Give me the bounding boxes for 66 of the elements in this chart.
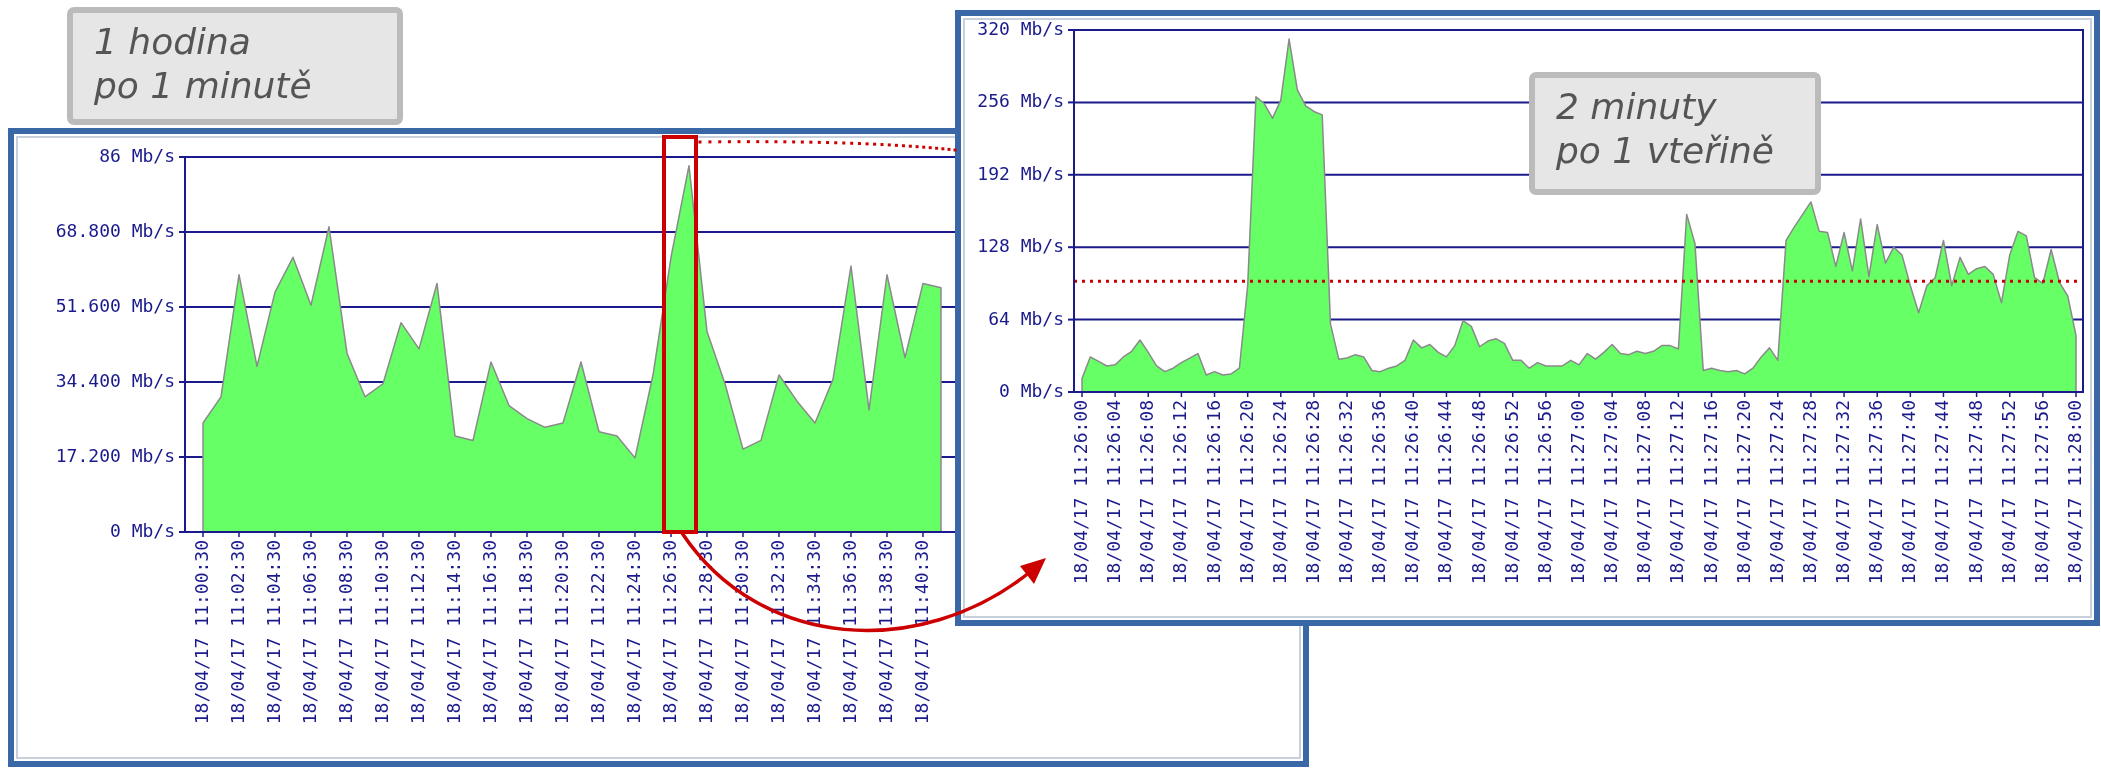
y-tick-label: 192 Mb/s <box>977 162 1064 184</box>
y-tick-label: 0 Mb/s <box>109 520 175 541</box>
x-tick-label: 18/04/17 11:18:30 <box>515 540 536 725</box>
x-tick-label: 18/04/17 11:26:04 <box>1103 400 1125 585</box>
x-tick-label: 18/04/17 11:34:30 <box>803 540 824 725</box>
x-tick-label: 18/04/17 11:02:30 <box>227 540 248 725</box>
annotation: 2 minuty po 1 vteřině <box>1555 86 1775 171</box>
x-tick-label: 18/04/17 11:38:30 <box>875 540 896 725</box>
x-tick-label: 18/04/17 11:16:30 <box>479 540 500 725</box>
x-tick-label: 18/04/17 11:26:52 <box>1500 400 1522 585</box>
y-tick-label: 64 Mb/s <box>988 307 1064 329</box>
x-tick-label: 18/04/17 11:27:16 <box>1699 400 1721 585</box>
x-tick-label: 18/04/17 11:27:28 <box>1798 400 1820 585</box>
x-tick-label: 18/04/17 11:26:48 <box>1467 400 1489 585</box>
x-tick-label: 18/04/17 11:27:36 <box>1865 400 1887 585</box>
x-tick-label: 18/04/17 11:26:36 <box>1368 400 1390 585</box>
y-tick-label: 256 Mb/s <box>977 90 1064 112</box>
x-tick-label: 18/04/17 11:20:30 <box>551 540 572 725</box>
x-tick-label: 18/04/17 11:26:40 <box>1401 400 1423 585</box>
x-tick-label: 18/04/17 11:26:00 <box>1070 400 1091 585</box>
x-tick-label: 18/04/17 11:26:24 <box>1268 400 1290 585</box>
x-tick-label: 18/04/17 11:28:30 <box>695 540 716 725</box>
x-tick-label: 18/04/17 11:30:30 <box>731 540 752 725</box>
x-tick-label: 18/04/17 11:26:16 <box>1202 400 1224 585</box>
x-tick-label: 18/04/17 11:06:30 <box>299 540 320 725</box>
x-tick-label: 18/04/17 11:27:24 <box>1765 400 1787 585</box>
x-tick-label: 18/04/17 11:22:30 <box>587 540 608 725</box>
x-tick-label: 18/04/17 11:27:00 <box>1567 400 1588 585</box>
y-tick-label: 17.200 Mb/s <box>55 445 175 466</box>
x-tick-label: 18/04/17 11:12:30 <box>407 540 428 725</box>
x-tick-label: 18/04/17 11:26:56 <box>1533 400 1555 585</box>
y-tick-label: 86 Mb/s <box>99 145 175 166</box>
x-tick-label: 18/04/17 11:27:40 <box>1898 400 1920 585</box>
x-tick-label: 18/04/17 11:27:12 <box>1666 400 1688 585</box>
x-tick-label: 18/04/17 11:27:52 <box>1997 400 2019 585</box>
y-tick-label: 0 Mb/s <box>998 380 1064 401</box>
x-tick-label: 18/04/17 11:27:44 <box>1931 400 1953 585</box>
y-tick-label: 128 Mb/s <box>977 235 1064 257</box>
x-tick-label: 18/04/17 11:28:00 <box>2064 400 2085 585</box>
x-tick-label: 18/04/17 11:14:30 <box>443 540 464 725</box>
x-tick-label: 18/04/17 11:26:32 <box>1335 400 1357 585</box>
x-tick-label: 18/04/17 11:27:08 <box>1633 400 1655 585</box>
x-tick-label: 18/04/17 11:27:04 <box>1600 400 1622 585</box>
y-tick-label: 68.800 Mb/s <box>55 220 175 241</box>
x-tick-label: 18/04/17 11:26:44 <box>1434 400 1456 585</box>
x-tick-label: 18/04/17 11:26:12 <box>1169 400 1191 585</box>
x-tick-label: 18/04/17 11:26:28 <box>1301 400 1323 585</box>
x-tick-label: 18/04/17 11:26:20 <box>1235 400 1257 585</box>
x-tick-label: 18/04/17 11:27:20 <box>1732 400 1754 585</box>
y-tick-label: 34.400 Mb/s <box>55 370 175 391</box>
x-tick-label: 18/04/17 11:27:32 <box>1832 400 1854 585</box>
x-tick-label: 18/04/17 11:27:56 <box>2030 400 2052 585</box>
x-tick-label: 18/04/17 11:40:30 <box>911 540 932 725</box>
text: 1 hodina po 1 minutě <box>93 21 312 106</box>
x-tick-label: 18/04/17 11:26:30 <box>659 540 680 725</box>
x-tick-label: 18/04/17 11:24:30 <box>623 540 644 725</box>
x-tick-label: 18/04/17 11:10:30 <box>371 540 392 725</box>
x-tick-label: 18/04/17 11:36:30 <box>839 540 860 725</box>
y-tick-label: 320 Mb/s <box>977 18 1064 39</box>
x-tick-label: 18/04/17 11:26:08 <box>1136 400 1158 585</box>
x-tick-label: 18/04/17 11:27:48 <box>1964 400 1986 585</box>
y-tick-label: 51.600 Mb/s <box>55 295 175 316</box>
x-tick-label: 18/04/17 11:04:30 <box>263 540 284 725</box>
x-tick-label: 18/04/17 11:00:30 <box>191 540 212 725</box>
x-tick-label: 18/04/17 11:32:30 <box>767 540 788 725</box>
x-tick-label: 18/04/17 11:08:30 <box>335 540 356 725</box>
